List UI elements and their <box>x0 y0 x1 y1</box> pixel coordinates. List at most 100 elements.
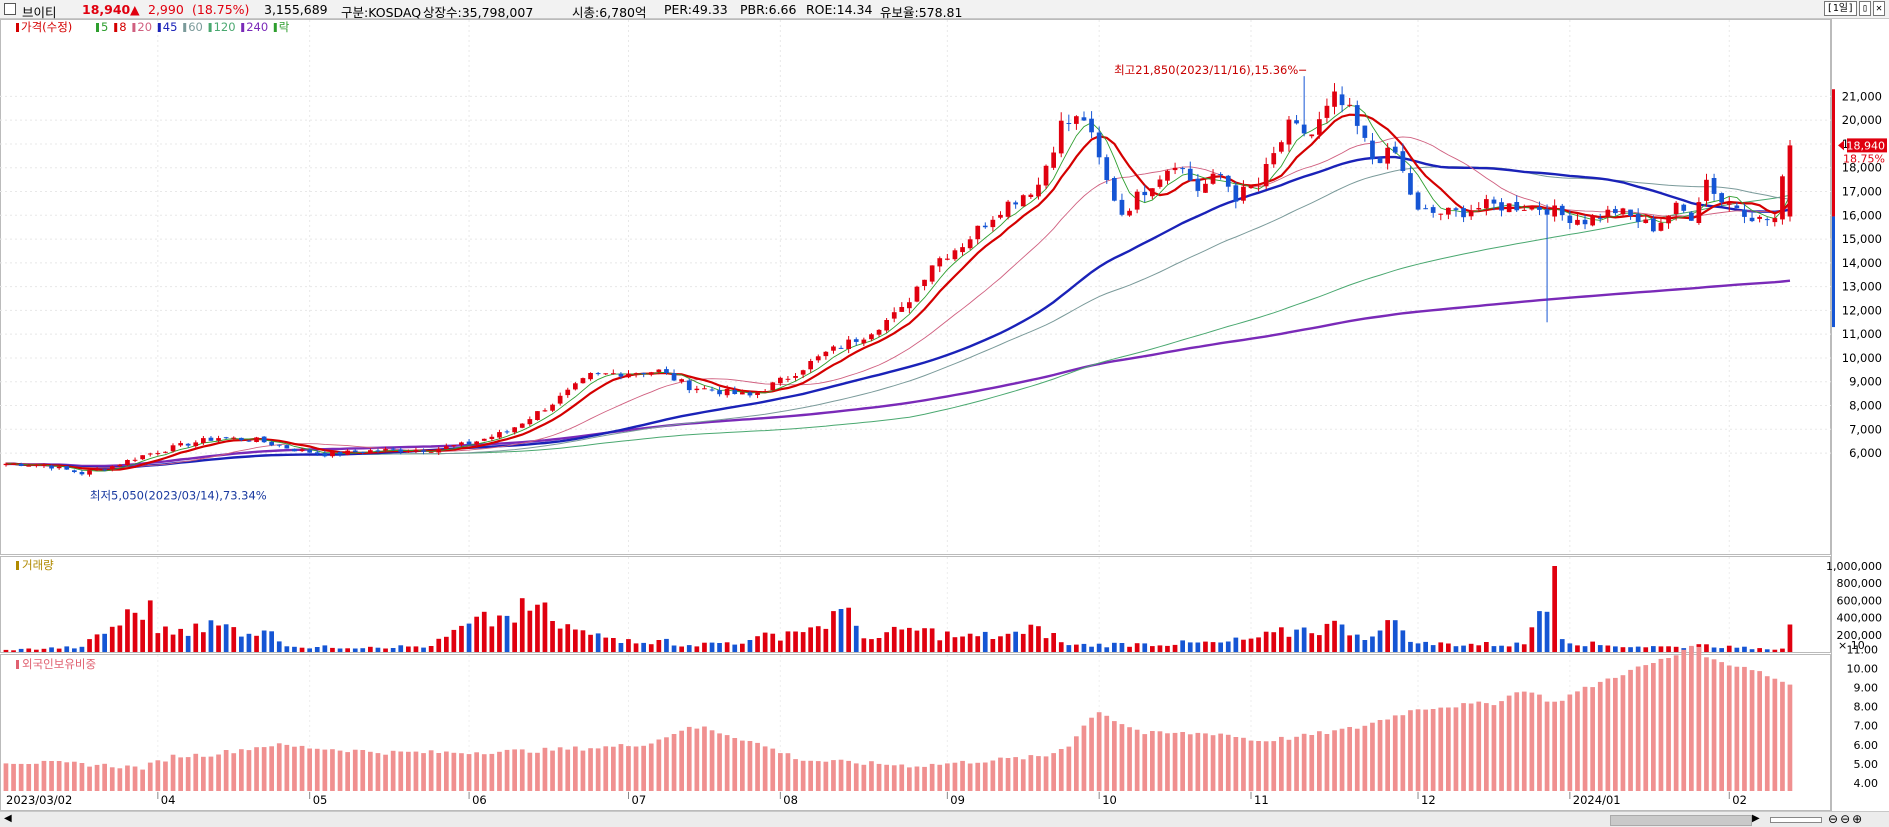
legend-label: 20 <box>137 20 152 34</box>
price-range-bar-up <box>1832 89 1835 217</box>
volume-bar <box>1423 641 1428 652</box>
volume-bar <box>1635 646 1641 652</box>
candle-body <box>1165 170 1170 181</box>
volume-bar <box>922 628 927 652</box>
candle-body <box>1423 208 1428 210</box>
quote-header: 브이티 18,940 ▲ 2,990 (18.75%) 3,155,689 구분… <box>0 0 1889 20</box>
volume-bar <box>694 646 700 652</box>
candle-body <box>1742 209 1747 217</box>
volume-bar <box>1241 639 1246 652</box>
candle-body <box>276 444 282 446</box>
candle-body <box>1696 202 1702 223</box>
zoom-in-icon[interactable]: ⊕ <box>1852 812 1863 826</box>
foreign-bar <box>846 760 851 791</box>
volume-bar <box>952 637 958 652</box>
foreign-tick-label: 10.00 <box>1847 662 1879 675</box>
foreign-bar <box>778 753 783 791</box>
foreign-bar <box>1757 671 1762 791</box>
price-tick-label: 9,000 <box>1849 375 1882 389</box>
foreign-bar <box>1605 678 1611 791</box>
volume-bar <box>1294 629 1299 652</box>
foreign-bar <box>1514 692 1520 791</box>
candle-body <box>808 361 813 370</box>
foreign-bar <box>1597 681 1603 791</box>
x-tick-label: 09 <box>950 793 965 807</box>
foreign-bar <box>1332 730 1337 791</box>
foreign-tick-label: 8.00 <box>1854 701 1879 714</box>
candle-body <box>1210 173 1216 184</box>
volume-bar <box>1210 642 1216 652</box>
volume-bar <box>504 615 510 652</box>
volume-bar <box>1180 640 1185 652</box>
foreign-bar <box>1529 692 1535 791</box>
foreign-bar <box>383 754 388 791</box>
candle-body <box>1271 153 1277 165</box>
candle-body <box>87 470 92 475</box>
candle-body <box>1233 185 1239 202</box>
candle-body <box>1066 123 1072 124</box>
stock-chart[interactable]: 6,000 7,000 8,000 9,000 10,000 11,000 12,000 13… <box>0 19 1889 811</box>
foreign-bar <box>314 748 320 791</box>
volume-bars <box>3 566 1793 652</box>
scroll-thumb[interactable] <box>1610 815 1752 826</box>
candle-body <box>535 411 540 420</box>
scroll-left-icon[interactable]: ◀ <box>4 813 12 824</box>
volume-bar <box>1567 643 1573 652</box>
foreign-bar <box>352 749 358 791</box>
volume-bar <box>1286 636 1292 652</box>
foreign-bar <box>1127 727 1132 791</box>
foreign-bar <box>1613 677 1618 791</box>
foreign-bar <box>770 748 776 791</box>
candle-body <box>147 453 153 455</box>
zoom-slider[interactable] <box>1770 817 1822 823</box>
candle-body <box>1051 152 1056 168</box>
current-price-pct: 18.75% <box>1843 152 1885 165</box>
price-tick-label: 11,000 <box>1842 327 1882 341</box>
volume-bar <box>1590 641 1595 652</box>
volume-bar <box>1658 646 1664 652</box>
candle-body <box>1590 215 1595 226</box>
zoom-out-icon[interactable]: ⊖ <box>1828 812 1839 826</box>
volume-bar <box>1134 643 1140 652</box>
foreign-bar <box>1058 749 1064 791</box>
candle-body <box>398 449 404 452</box>
candle-body <box>223 437 229 439</box>
candle-body <box>140 455 145 460</box>
annotation-high: 최고21,850(2023/11/16),15.36% <box>1114 63 1298 77</box>
x-tick-label: 10 <box>1102 793 1117 807</box>
foreign-bar <box>1438 707 1444 791</box>
volume-bar <box>1787 624 1793 652</box>
foreign-bar <box>421 753 426 791</box>
candle-body <box>117 464 123 467</box>
volume-bar <box>1461 645 1466 652</box>
close-icon[interactable]: ✕ <box>1872 1 1885 16</box>
foreign-bar <box>732 738 738 791</box>
candle-body <box>1484 199 1489 209</box>
volume-bar <box>998 636 1003 652</box>
scroll-right-icon[interactable]: ▶ <box>1752 813 1760 824</box>
select-checkbox[interactable] <box>4 3 16 15</box>
foreign-bar <box>823 761 829 791</box>
restore-icon[interactable]: ▯ <box>1858 1 1871 16</box>
foreign-bar <box>838 759 844 791</box>
foreign-bar <box>1430 709 1436 791</box>
candle-body <box>1286 119 1292 145</box>
volume-bar <box>869 639 874 652</box>
candle-body <box>1719 193 1724 203</box>
volume-bar <box>1263 631 1269 652</box>
foreign-bar <box>1028 755 1034 791</box>
candle-body <box>1461 208 1466 218</box>
volume-bar <box>861 638 867 652</box>
foreign-bar <box>573 746 578 791</box>
volume-bar <box>1279 627 1284 652</box>
volume-bar <box>967 633 973 652</box>
zoom-reset-icon[interactable]: ⊖ <box>1840 812 1851 826</box>
axis-labels: 6,000 7,000 8,000 9,000 10,000 11,000 12,000 13… <box>6 89 1882 807</box>
period-button[interactable]: [1일] <box>1823 1 1857 16</box>
candle-body <box>846 339 851 349</box>
candle-body <box>1552 205 1557 217</box>
candle-body <box>1491 199 1497 204</box>
volume-bar <box>1256 637 1261 652</box>
volume-bar <box>717 643 722 652</box>
volume-value: 3,155,689 <box>264 2 328 17</box>
